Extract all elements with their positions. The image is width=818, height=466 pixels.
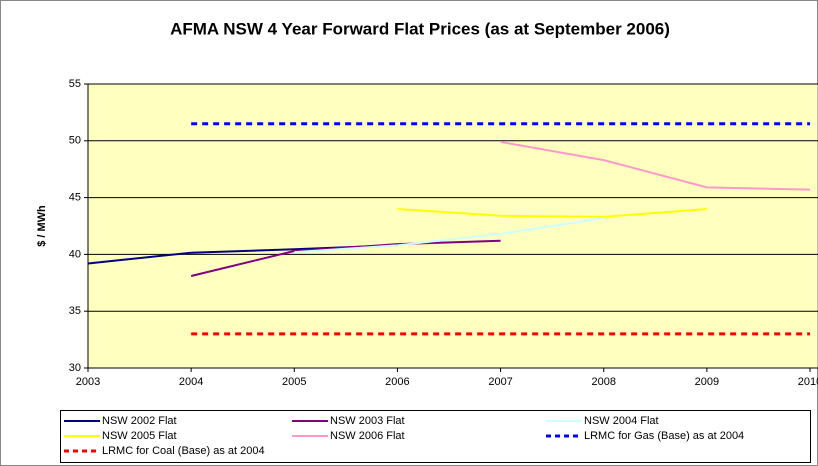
legend-label: NSW 2003 Flat [330,415,405,427]
x-tick-label: 2004 [179,376,203,388]
y-tick-label: 30 [69,362,81,374]
series-line [397,207,707,218]
x-tick-label: 2010 [798,376,818,388]
y-tick-label: 45 [69,192,81,204]
series-line [500,140,811,191]
x-tick-label: 2005 [282,376,306,388]
legend-label: LRMC for Coal (Base) as at 2004 [102,445,265,457]
legend-label: NSW 2006 Flat [330,430,405,442]
y-tick-label: 50 [69,135,81,147]
legend-label: NSW 2002 Flat [102,415,177,427]
legend-label: NSW 2004 Flat [584,415,659,427]
x-tick-label: 2009 [695,376,719,388]
x-tick-label: 2007 [488,376,512,388]
series-line [294,217,604,254]
series-line [190,239,501,277]
y-axis-label: $ / MWh [36,205,48,247]
legend-label: NSW 2005 Flat [102,430,177,442]
x-tick-label: 2003 [76,376,100,388]
plot-area [87,83,818,369]
legend-label: LRMC for Gas (Base) as at 2004 [584,430,744,442]
chart-title: AFMA NSW 4 Year Forward Flat Prices (as … [170,19,670,38]
y-tick-label: 40 [69,248,81,260]
y-tick-label: 35 [69,305,81,317]
x-tick-label: 2008 [591,376,615,388]
y-tick-label: 55 [69,78,81,90]
legend-box [60,410,811,463]
x-tick-label: 2006 [385,376,409,388]
